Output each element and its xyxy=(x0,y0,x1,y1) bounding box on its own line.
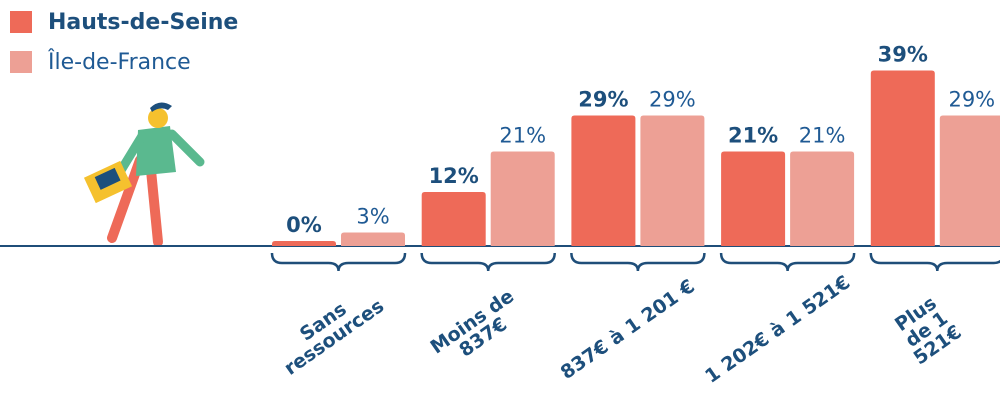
illustration xyxy=(83,102,205,247)
value-label: 21% xyxy=(728,124,778,148)
value-label: 3% xyxy=(356,205,389,229)
value-label: 21% xyxy=(799,124,846,148)
bar xyxy=(870,70,935,246)
value-label: 0% xyxy=(286,213,322,237)
bar xyxy=(490,151,555,246)
value-label: 29% xyxy=(649,88,696,112)
bar xyxy=(341,232,405,246)
legend-label: Hauts-de-Seine xyxy=(48,10,238,35)
brace xyxy=(570,252,706,272)
value-label: 39% xyxy=(878,43,928,67)
legend-swatch xyxy=(10,51,32,73)
brace xyxy=(869,252,1000,272)
legend-swatch xyxy=(10,11,32,33)
bar xyxy=(939,115,1000,246)
value-label: 12% xyxy=(429,164,479,188)
bar xyxy=(571,115,636,246)
value-label: 29% xyxy=(578,88,628,112)
bar xyxy=(421,192,486,246)
brace xyxy=(270,252,407,272)
legend-label: Île-de-France xyxy=(47,49,191,75)
value-label: 29% xyxy=(948,88,995,112)
bar xyxy=(640,115,705,246)
bar xyxy=(790,151,855,246)
value-label: 21% xyxy=(499,124,546,148)
brace xyxy=(420,252,556,272)
bar xyxy=(272,241,336,246)
brace xyxy=(719,252,856,272)
bar xyxy=(721,151,786,246)
